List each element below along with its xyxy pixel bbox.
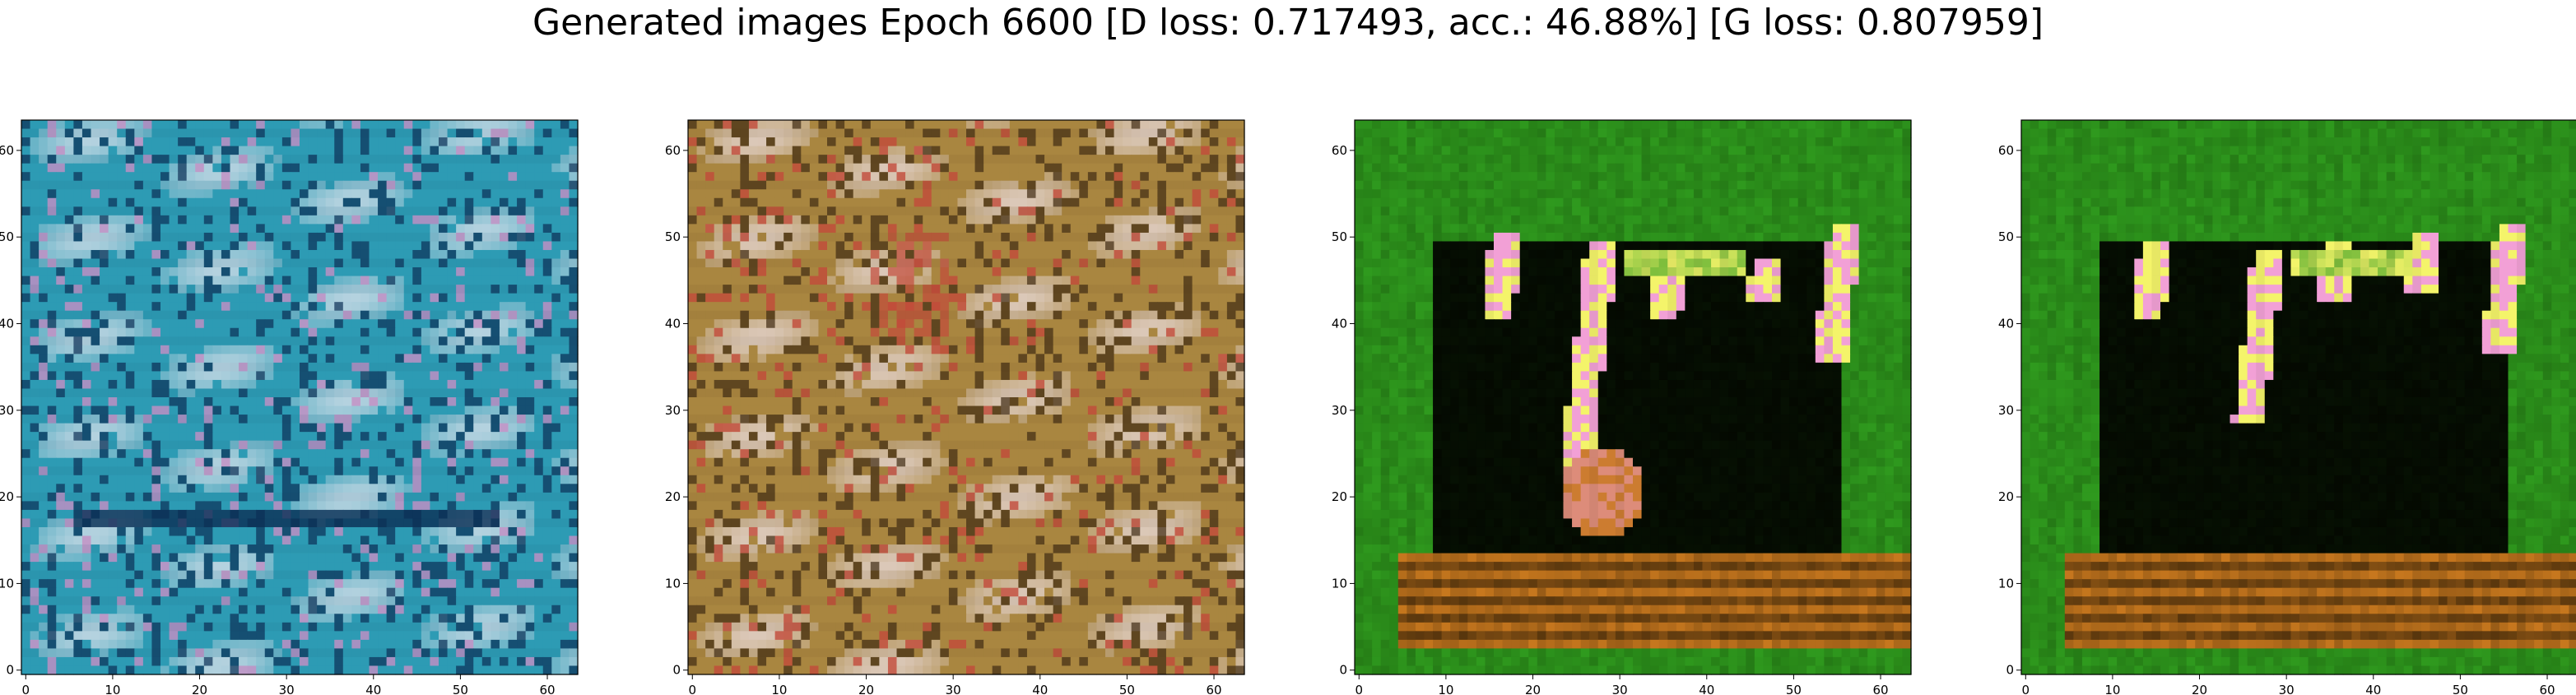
x-tick-label: 40 xyxy=(1032,683,1048,695)
x-tick-label: 20 xyxy=(192,683,207,695)
y-tick-label: 30 xyxy=(665,403,681,418)
y-tick-label: 10 xyxy=(665,576,681,591)
y-tick-label: 10 xyxy=(0,576,14,591)
y-tick-label: 0 xyxy=(672,663,681,678)
y-tick-label: 0 xyxy=(1339,663,1347,678)
x-tick-label: 0 xyxy=(22,683,30,695)
y-tick-label: 20 xyxy=(665,489,681,504)
x-tick-label: 40 xyxy=(2365,683,2381,695)
generated-image xyxy=(1355,120,1912,675)
x-tick-label: 20 xyxy=(1525,683,1541,695)
x-tick-label: 20 xyxy=(858,683,874,695)
y-tick-label: 0 xyxy=(2006,663,2014,678)
y-tick-label: 0 xyxy=(6,663,14,678)
y-tick-label: 40 xyxy=(1332,316,1347,331)
generated-image xyxy=(21,120,579,675)
x-tick-label: 60 xyxy=(2539,683,2555,695)
x-tick-label: 50 xyxy=(453,683,468,695)
y-tick-label: 60 xyxy=(1332,143,1347,158)
x-tick-label: 0 xyxy=(2022,683,2030,695)
axes-frame xyxy=(21,119,579,675)
y-tick-label: 60 xyxy=(0,143,14,158)
x-tick-label: 50 xyxy=(2453,683,2468,695)
y-tick-label: 30 xyxy=(0,403,14,418)
x-tick-label: 0 xyxy=(689,683,697,695)
y-tick-label: 30 xyxy=(1332,403,1347,418)
x-tick-label: 30 xyxy=(2279,683,2295,695)
x-tick-label: 40 xyxy=(365,683,381,695)
x-tick-label: 60 xyxy=(1872,683,1888,695)
x-tick-label: 30 xyxy=(1612,683,1628,695)
x-tick-label: 0 xyxy=(1355,683,1364,695)
image-panel-2: 0 10 20 30 40 50 60 0 10 20 30 40 50 60 xyxy=(665,119,1245,695)
y-tick-label: 50 xyxy=(0,229,14,244)
y-tick-label: 40 xyxy=(0,316,14,331)
y-tick-label: 40 xyxy=(665,316,681,331)
x-tick-label: 30 xyxy=(946,683,961,695)
axes-frame xyxy=(2020,119,2576,675)
y-tick-label: 60 xyxy=(1998,143,2014,158)
generated-image xyxy=(2021,120,2576,675)
y-tick-label: 50 xyxy=(1332,229,1347,244)
x-tick-label: 10 xyxy=(771,683,787,695)
y-tick-label: 30 xyxy=(1998,403,2014,418)
generated-image xyxy=(688,120,1245,675)
x-tick-label: 50 xyxy=(1119,683,1135,695)
image-panel-1: 0 10 20 30 40 50 60 0 10 20 30 40 50 60 xyxy=(0,119,579,695)
x-tick-label: 10 xyxy=(105,683,120,695)
x-tick-label: 60 xyxy=(1206,683,1221,695)
x-tick-label: 30 xyxy=(279,683,295,695)
x-tick-label: 60 xyxy=(539,683,555,695)
y-tick-label: 40 xyxy=(1998,316,2014,331)
x-tick-label: 50 xyxy=(1786,683,1802,695)
y-tick-label: 10 xyxy=(1998,576,2014,591)
image-panel-4: 0 10 20 30 40 50 60 0 10 20 30 40 50 60 xyxy=(1998,119,2576,695)
x-tick-label: 20 xyxy=(2192,683,2207,695)
x-tick-label: 10 xyxy=(1438,683,1453,695)
x-tick-label: 40 xyxy=(1699,683,1714,695)
y-tick-label: 20 xyxy=(0,489,14,504)
y-tick-label: 20 xyxy=(1332,489,1347,504)
y-tick-label: 50 xyxy=(665,229,681,244)
y-tick-label: 20 xyxy=(1998,489,2014,504)
y-tick-label: 10 xyxy=(1332,576,1347,591)
axes-frame xyxy=(687,119,1245,675)
figure-title: Generated images Epoch 6600 [D loss: 0.7… xyxy=(532,2,2044,44)
x-tick-label: 10 xyxy=(2104,683,2120,695)
image-panel-3: 0 10 20 30 40 50 60 0 10 20 30 40 50 60 xyxy=(1332,119,1912,695)
y-tick-label: 60 xyxy=(665,143,681,158)
axes-frame xyxy=(1354,119,1912,675)
y-tick-label: 50 xyxy=(1998,229,2014,244)
